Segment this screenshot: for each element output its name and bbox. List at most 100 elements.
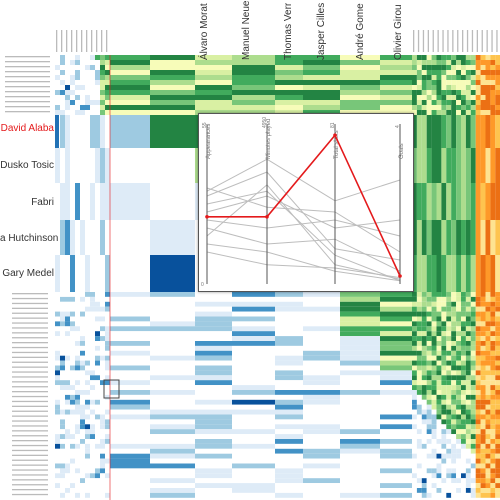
row-label-large[interactable]: Gary Medel [2, 268, 54, 279]
matrix-cell [495, 321, 500, 327]
matrix-cell [480, 331, 486, 337]
matrix-cell [90, 60, 95, 65]
matrix-cell [451, 424, 457, 430]
selection-box[interactable] [103, 379, 120, 399]
matrix-cell [195, 350, 232, 356]
matrix-cell [485, 448, 491, 454]
matrix-cell [70, 365, 75, 371]
matrix-cell [80, 301, 85, 307]
matrix-cell [480, 360, 486, 366]
matrix-cell [80, 478, 85, 484]
matrix-cell [412, 75, 417, 80]
matrix-cell [75, 326, 80, 332]
matrix-cell [232, 483, 275, 488]
matrix-cell [380, 365, 412, 371]
matrix-cell [421, 360, 427, 366]
matrix-cell [490, 429, 496, 435]
matrix-cell [60, 90, 65, 95]
matrix-cell [70, 424, 75, 430]
matrix-cell [485, 385, 491, 390]
matrix-cell [421, 350, 427, 356]
column-label-large[interactable]: Álvaro Morat [199, 3, 210, 60]
matrix-cell [80, 350, 85, 356]
matrix-cell [436, 385, 442, 390]
matrix-cell [380, 463, 412, 469]
matrix-cell [110, 301, 150, 307]
matrix-cell [412, 296, 417, 302]
matrix-cell [421, 468, 427, 474]
parallel-coordinates-popup[interactable]: Appearances 55 0 Minutes played 4950 Total sh… [198, 113, 414, 292]
matrix-cell [55, 399, 60, 405]
column-label-large[interactable]: Jasper Cilles [316, 2, 327, 60]
matrix-cell [451, 110, 457, 115]
row-label-large[interactable]: Fabri [31, 197, 54, 208]
matrix-cell [461, 414, 466, 420]
matrix-cell [95, 105, 100, 110]
matrix-cell [150, 306, 195, 312]
matrix-cell [380, 311, 412, 317]
column-label-large[interactable]: André Gome [355, 3, 366, 60]
matrix-cell [426, 385, 432, 390]
matrix-cell [495, 306, 500, 312]
matrix-cell [232, 65, 275, 70]
matrix-cell [480, 458, 486, 464]
matrix-cell [110, 463, 150, 469]
row-label-large[interactable]: a Hutchinson [0, 233, 59, 244]
matrix-cell [303, 341, 340, 346]
matrix-cell [65, 70, 70, 75]
matrix-cell [65, 453, 70, 459]
matrix-cell [110, 375, 150, 381]
pcp-highlight-point [398, 274, 402, 278]
matrix-cell [95, 370, 100, 376]
matrix-cell [100, 75, 105, 80]
matrix-cell [436, 70, 442, 75]
matrix-cell [105, 326, 110, 332]
matrix-cell [495, 370, 500, 376]
matrix-cell [480, 90, 486, 95]
matrix-cell [421, 429, 427, 435]
pcp-line [206, 171, 401, 261]
matrix-cell [340, 321, 380, 327]
column-label-large[interactable]: Thomas Verr [283, 2, 294, 60]
matrix-cell [90, 434, 95, 439]
matrix-cell [85, 419, 90, 425]
matrix-cell [475, 385, 481, 390]
row-label-small [12, 395, 48, 398]
matrix-cell [465, 55, 471, 60]
matrix-cell [90, 90, 95, 95]
matrix-cell [470, 331, 476, 337]
matrix-cell [485, 409, 491, 415]
matrix-cell [412, 105, 417, 110]
matrix-cell [55, 95, 60, 100]
matrix-cell [490, 424, 496, 430]
matrix-cell [232, 60, 275, 65]
matrix-cell [436, 453, 442, 459]
matrix-cell [416, 409, 422, 415]
matrix-cell [475, 345, 481, 351]
matrix-cell [475, 458, 481, 464]
matrix-cell [490, 443, 496, 449]
matrix-cell [465, 483, 471, 488]
matrix-cell [85, 409, 90, 415]
matrix-cell [55, 70, 60, 75]
column-label-large[interactable]: Olivier Girou [393, 4, 404, 60]
matrix-cell [480, 443, 486, 449]
matrix-cell [426, 443, 432, 449]
matrix-cell [461, 492, 466, 498]
column-label-small [417, 30, 420, 52]
matrix-cell [60, 60, 65, 65]
row-label-large[interactable]: Dusko Tosic [0, 160, 54, 171]
matrix-cell [90, 463, 95, 469]
matrix-cell [421, 306, 427, 312]
matrix-cell [70, 488, 75, 493]
matrix-cell [150, 429, 195, 435]
matrix-cell [480, 345, 486, 351]
matrix-cell [85, 345, 90, 351]
matrix-cell [60, 85, 65, 90]
matrix-cell [105, 100, 110, 105]
matrix-cell [303, 492, 340, 498]
matrix-cell [105, 148, 110, 183]
matrix-cell [150, 439, 195, 444]
row-label-large[interactable]: David Alaba [0, 123, 54, 134]
column-label-large[interactable]: Manuel Neue [241, 0, 252, 60]
